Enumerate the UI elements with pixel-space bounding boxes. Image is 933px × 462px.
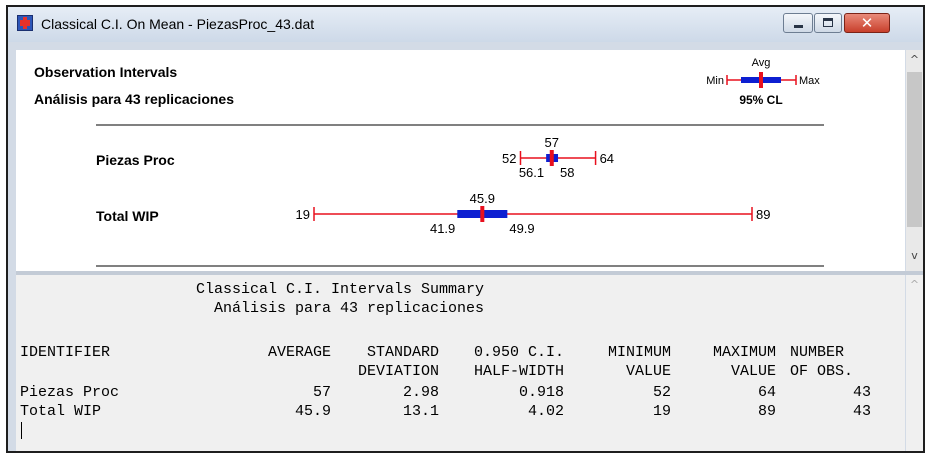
summary-title: Classical C.I. Intervals Summary — [196, 281, 485, 298]
header-std-1: STANDARD — [366, 344, 439, 361]
max-value-label: 64 — [600, 151, 614, 166]
pane-splitter[interactable] — [16, 271, 923, 275]
min-value-label: 19 — [296, 207, 310, 222]
max-value-label: 89 — [756, 207, 770, 222]
row-identifier: Piezas Proc — [20, 384, 120, 401]
title-bar[interactable]: Classical C.I. On Mean - PiezasProc_43.d… — [8, 7, 923, 42]
avg-value-label: 57 — [545, 135, 559, 150]
plot-scroll-thumb[interactable] — [907, 72, 922, 227]
header-halfwidth-2: HALF-WIDTH — [473, 363, 564, 380]
legend-max-label: Max — [799, 75, 820, 87]
avg-marker — [549, 150, 554, 166]
avg-value-label: 45.9 — [470, 191, 495, 206]
plot-heading: Observation Intervals — [34, 64, 177, 80]
row-min: 52 — [652, 384, 671, 401]
text-cursor — [21, 422, 22, 439]
row-halfwidth: 0.918 — [518, 384, 564, 401]
scroll-up-icon[interactable]: ^ — [909, 278, 920, 291]
row-max: 64 — [757, 384, 776, 401]
ci-high-label: 58 — [560, 165, 574, 180]
row-std: 2.98 — [402, 384, 439, 401]
series-name-piezas-proc: Piezas Proc — [96, 152, 175, 168]
row-average: 57 — [312, 384, 331, 401]
close-icon: ✕ — [860, 14, 874, 32]
scroll-down-icon[interactable]: v — [911, 249, 918, 262]
interval-chart: Observation Intervals Análisis para 43 r… — [34, 57, 824, 267]
legend-min-label: Min — [706, 75, 724, 87]
header-average: AVERAGE — [267, 344, 331, 361]
plot-subheading: Análisis para 43 replicaciones — [34, 91, 234, 107]
close-button[interactable]: ✕ — [844, 13, 890, 33]
row-min: 19 — [652, 403, 671, 420]
header-max-2: VALUE — [730, 363, 776, 380]
row-average: 45.9 — [294, 403, 331, 420]
scroll-up-icon[interactable]: ^ — [909, 53, 920, 66]
minimize-button[interactable] — [783, 13, 813, 33]
ci-high-label: 49.9 — [509, 221, 534, 236]
row-n: 43 — [852, 403, 871, 420]
ci-low-label: 41.9 — [430, 221, 455, 236]
summary-subtitle: Análisis para 43 replicaciones — [214, 300, 485, 317]
series-name-total-wip: Total WIP — [96, 208, 159, 224]
summary-pane[interactable]: Classical C.I. Intervals Summary Análisi… — [16, 275, 905, 451]
legend-avg-marker — [759, 72, 763, 88]
header-number-1: NUMBER — [790, 344, 845, 361]
header-std-2: DEVIATION — [357, 363, 439, 380]
row-max: 89 — [757, 403, 776, 420]
header-identifier: IDENTIFIER — [20, 344, 111, 361]
header-min-1: MINIMUM — [607, 344, 671, 361]
legend-avg-label: Avg — [752, 57, 771, 69]
row-n: 43 — [852, 384, 871, 401]
ci-window: Classical C.I. On Mean - PiezasProc_43.d… — [6, 5, 925, 453]
legend-cl-label: 95% CL — [739, 93, 782, 107]
row-halfwidth: 4.02 — [527, 403, 564, 420]
avg-marker — [480, 206, 485, 222]
summary-scrollbar[interactable]: ^ — [906, 275, 923, 451]
app-icon[interactable] — [17, 15, 33, 31]
observation-intervals-plot: Observation Intervals Análisis para 43 r… — [16, 50, 905, 271]
min-value-label: 52 — [502, 151, 516, 166]
row-std: 13.1 — [402, 403, 439, 420]
header-max-1: MAXIMUM — [712, 344, 776, 361]
row-identifier: Total WIP — [20, 403, 102, 420]
maximize-icon — [823, 18, 833, 27]
ci-low-label: 56.1 — [519, 165, 544, 180]
header-min-2: VALUE — [625, 363, 671, 380]
maximize-button[interactable] — [814, 13, 842, 33]
window-title: Classical C.I. On Mean - PiezasProc_43.d… — [41, 16, 315, 32]
minimize-icon — [794, 25, 803, 28]
chart-legend: Avg Min Max 95% CL — [706, 57, 820, 107]
header-halfwidth-1: 0.950 C.I. — [473, 344, 564, 361]
plot-scrollbar[interactable]: ^ v — [906, 50, 923, 271]
header-number-2: OF OBS. — [790, 363, 854, 380]
